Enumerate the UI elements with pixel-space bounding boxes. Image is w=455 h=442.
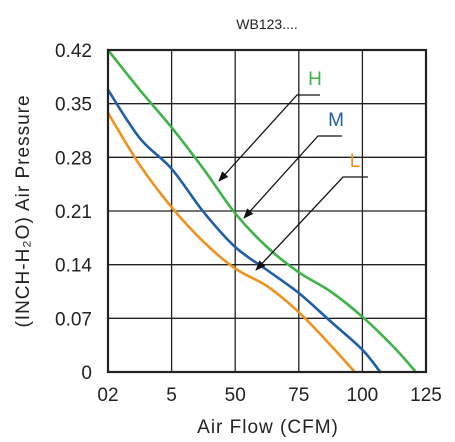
x-tick-label: 125	[410, 385, 442, 406]
y-tick-label: 0.14	[55, 256, 92, 277]
leader-arrow-m	[243, 135, 342, 219]
series-curves	[106, 48, 418, 374]
y-tick-label: 0.42	[55, 41, 92, 62]
x-tick-label: 5	[166, 385, 177, 406]
chart-title: WB123....	[236, 16, 297, 32]
x-tick-label: 75	[288, 385, 309, 406]
x-axis-title: Air Flow (CFM)	[197, 417, 339, 438]
series-label-h: H	[308, 69, 322, 90]
plot-frame	[106, 48, 428, 374]
y-tick-label: 0.07	[55, 309, 92, 330]
series-annotations: HML	[218, 69, 368, 271]
series-line-h	[106, 48, 418, 374]
series-line-m	[106, 88, 382, 374]
x-tick-labels: 02 5 50 75 100 125	[97, 385, 441, 406]
y-tick-labels: 0 0.07 0.14 0.21 0.28 0.35 0.42	[55, 41, 92, 384]
series-line-l	[106, 111, 357, 374]
x-tick-label: 50	[225, 385, 246, 406]
leader-arrow-h	[218, 94, 320, 182]
leader-arrow-l	[255, 176, 368, 271]
y-tick-label: 0.28	[55, 148, 92, 169]
y-tick-label: 0	[81, 363, 92, 384]
y-axis-title: (INCH-H₂O) Air Pressure	[13, 94, 34, 327]
y-tick-label: 0.21	[55, 202, 92, 223]
y-tick-label: 0.35	[55, 95, 92, 116]
x-tick-label: 100	[347, 385, 379, 406]
series-label-m: M	[328, 110, 344, 131]
grid-lines	[108, 50, 426, 372]
series-label-l: L	[350, 151, 361, 172]
x-tick-label: 02	[97, 385, 118, 406]
